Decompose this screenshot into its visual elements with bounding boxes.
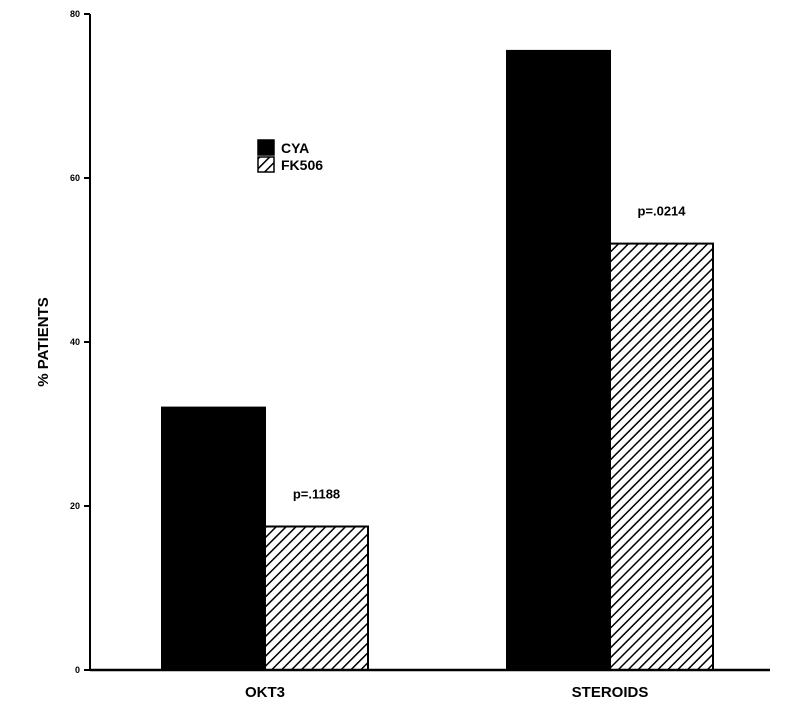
- bar-fk506-steroids: [609, 242, 714, 671]
- x-tick-label-okt3: OKT3: [245, 684, 285, 701]
- p-value-annotation: p=.0214: [637, 204, 686, 219]
- y-axis-label: % PATIENTS: [35, 297, 52, 386]
- y-ticks-group: 0 20 40 60 80: [70, 9, 90, 675]
- x-tick-labels-group: OKT3 STEROIDS: [245, 684, 648, 701]
- y-tick-label: 20: [70, 501, 80, 511]
- y-tick-label: 40: [70, 337, 80, 347]
- bars-group: [161, 49, 714, 671]
- y-tick-label: 80: [70, 9, 80, 19]
- legend-label-cya: CYA: [281, 140, 309, 156]
- bar-cya-okt3: [161, 406, 266, 671]
- x-tick-label-steroids: STEROIDS: [572, 684, 649, 701]
- p-value-annotation: p=.1188: [293, 487, 340, 502]
- legend-swatch-cya: [257, 139, 275, 156]
- legend-label-fk506: FK506: [281, 157, 323, 173]
- legend-swatch-fk506: [257, 156, 275, 173]
- annotations-group: p=.1188 p=.0214: [293, 204, 686, 502]
- bar-cya-steroids: [506, 49, 611, 671]
- y-tick-label: 60: [70, 173, 80, 183]
- y-tick-label: 0: [75, 665, 80, 675]
- bar-fk506-okt3: [264, 525, 369, 671]
